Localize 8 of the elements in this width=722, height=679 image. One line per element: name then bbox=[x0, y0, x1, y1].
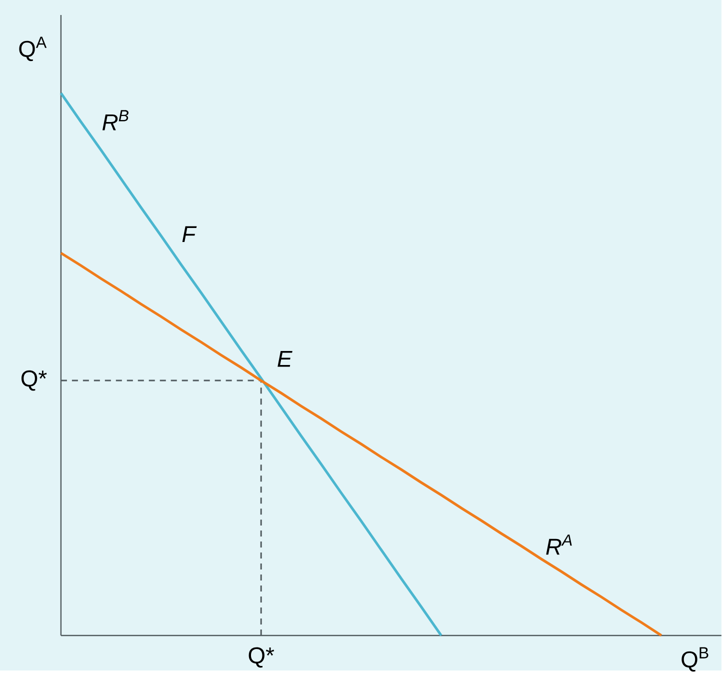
series-label: R$^{A}$ bbox=[546, 534, 572, 555]
y-axis-title: Q$^{A}$ bbox=[19, 36, 47, 62]
ref-line-label: Q* bbox=[21, 370, 47, 391]
series-label: R$^{B}$ bbox=[102, 110, 128, 130]
annotation: F bbox=[182, 226, 197, 242]
text: Q* bbox=[248, 647, 274, 668]
annotation: E bbox=[278, 350, 292, 367]
x-axis-title: Q$^{B}$ bbox=[682, 647, 708, 672]
